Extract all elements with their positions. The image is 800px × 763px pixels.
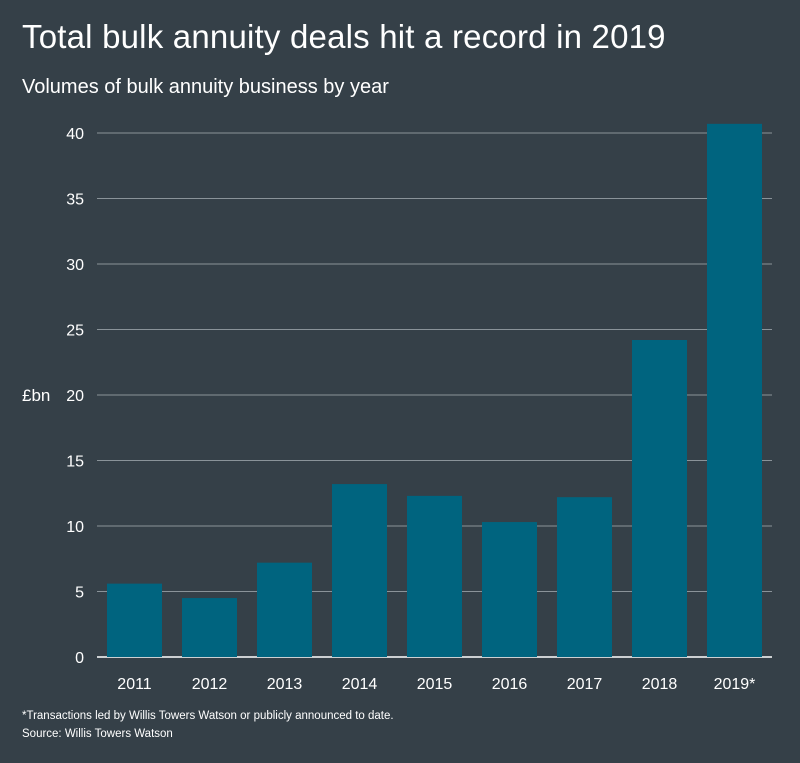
y-tick-label: 10 <box>66 519 84 536</box>
chart-subtitle: Volumes of bulk annuity business by year <box>22 76 389 98</box>
x-tick-label: 2014 <box>342 676 378 693</box>
bar-2017 <box>557 497 612 657</box>
bar-2013 <box>257 562 312 657</box>
y-tick-label: 30 <box>66 257 84 274</box>
y-tick-label: 0 <box>75 650 84 667</box>
bar-2019 <box>707 123 762 657</box>
y-tick-label: 40 <box>66 126 84 143</box>
x-tick-label: 2015 <box>417 676 453 693</box>
y-tick-label: 20 <box>66 388 84 405</box>
bar-2014 <box>332 484 387 657</box>
bar-2018 <box>632 339 687 657</box>
bar-2012 <box>182 598 237 657</box>
x-tick-label: 2018 <box>642 676 678 693</box>
x-tick-label: 2011 <box>117 676 152 693</box>
bar-2016 <box>482 522 537 657</box>
footnote: *Transactions led by Willis Towers Watso… <box>22 710 394 722</box>
chart-title: Total bulk annuity deals hit a record in… <box>22 18 666 55</box>
x-tick-label: 2012 <box>192 676 228 693</box>
y-tick-label: 35 <box>66 192 84 209</box>
y-tick-label: 5 <box>75 585 84 602</box>
x-tick-label: 2017 <box>567 676 603 693</box>
x-tick-label: 2013 <box>267 676 303 693</box>
source-note: Source: Willis Towers Watson <box>22 728 173 740</box>
y-tick-label: 15 <box>66 454 84 471</box>
bar-2015 <box>407 495 462 657</box>
y-tick-labels: 0 5 10 15 20 25 30 35 40 <box>66 126 84 667</box>
bars <box>107 123 762 657</box>
y-tick-label: 25 <box>66 323 84 340</box>
x-tick-label: 2019* <box>714 676 756 693</box>
y-axis-label: £bn <box>22 386 50 405</box>
x-tick-label: 2016 <box>492 676 528 693</box>
x-tick-labels: 2011 2012 2013 2014 2015 2016 2017 2018 2019* <box>117 676 755 693</box>
bar-2011 <box>107 583 162 657</box>
